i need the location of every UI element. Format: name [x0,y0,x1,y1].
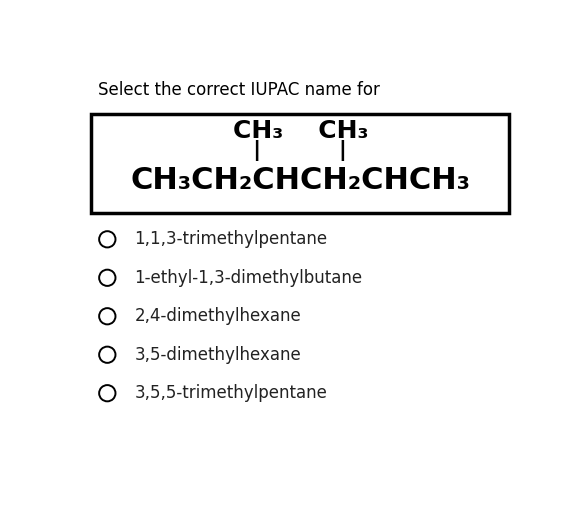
Text: 3,5-dimethylhexane: 3,5-dimethylhexane [135,346,301,364]
Text: CH₃    CH₃: CH₃ CH₃ [233,119,368,143]
Bar [91,114,509,213]
Text: 1-ethyl-1,3-dimethylbutane: 1-ethyl-1,3-dimethylbutane [135,269,363,287]
Text: 1,1,3-trimethylpentane: 1,1,3-trimethylpentane [135,230,328,248]
Text: 2,4-dimethylhexane: 2,4-dimethylhexane [135,307,301,325]
Text: Select the correct IUPAC name for: Select the correct IUPAC name for [98,82,380,99]
Text: |          |: | | [253,140,347,161]
Text: CH₃CH₂CHCH₂CHCH₃: CH₃CH₂CHCH₂CHCH₃ [130,166,471,195]
Text: 3,5,5-trimethylpentane: 3,5,5-trimethylpentane [135,384,328,402]
